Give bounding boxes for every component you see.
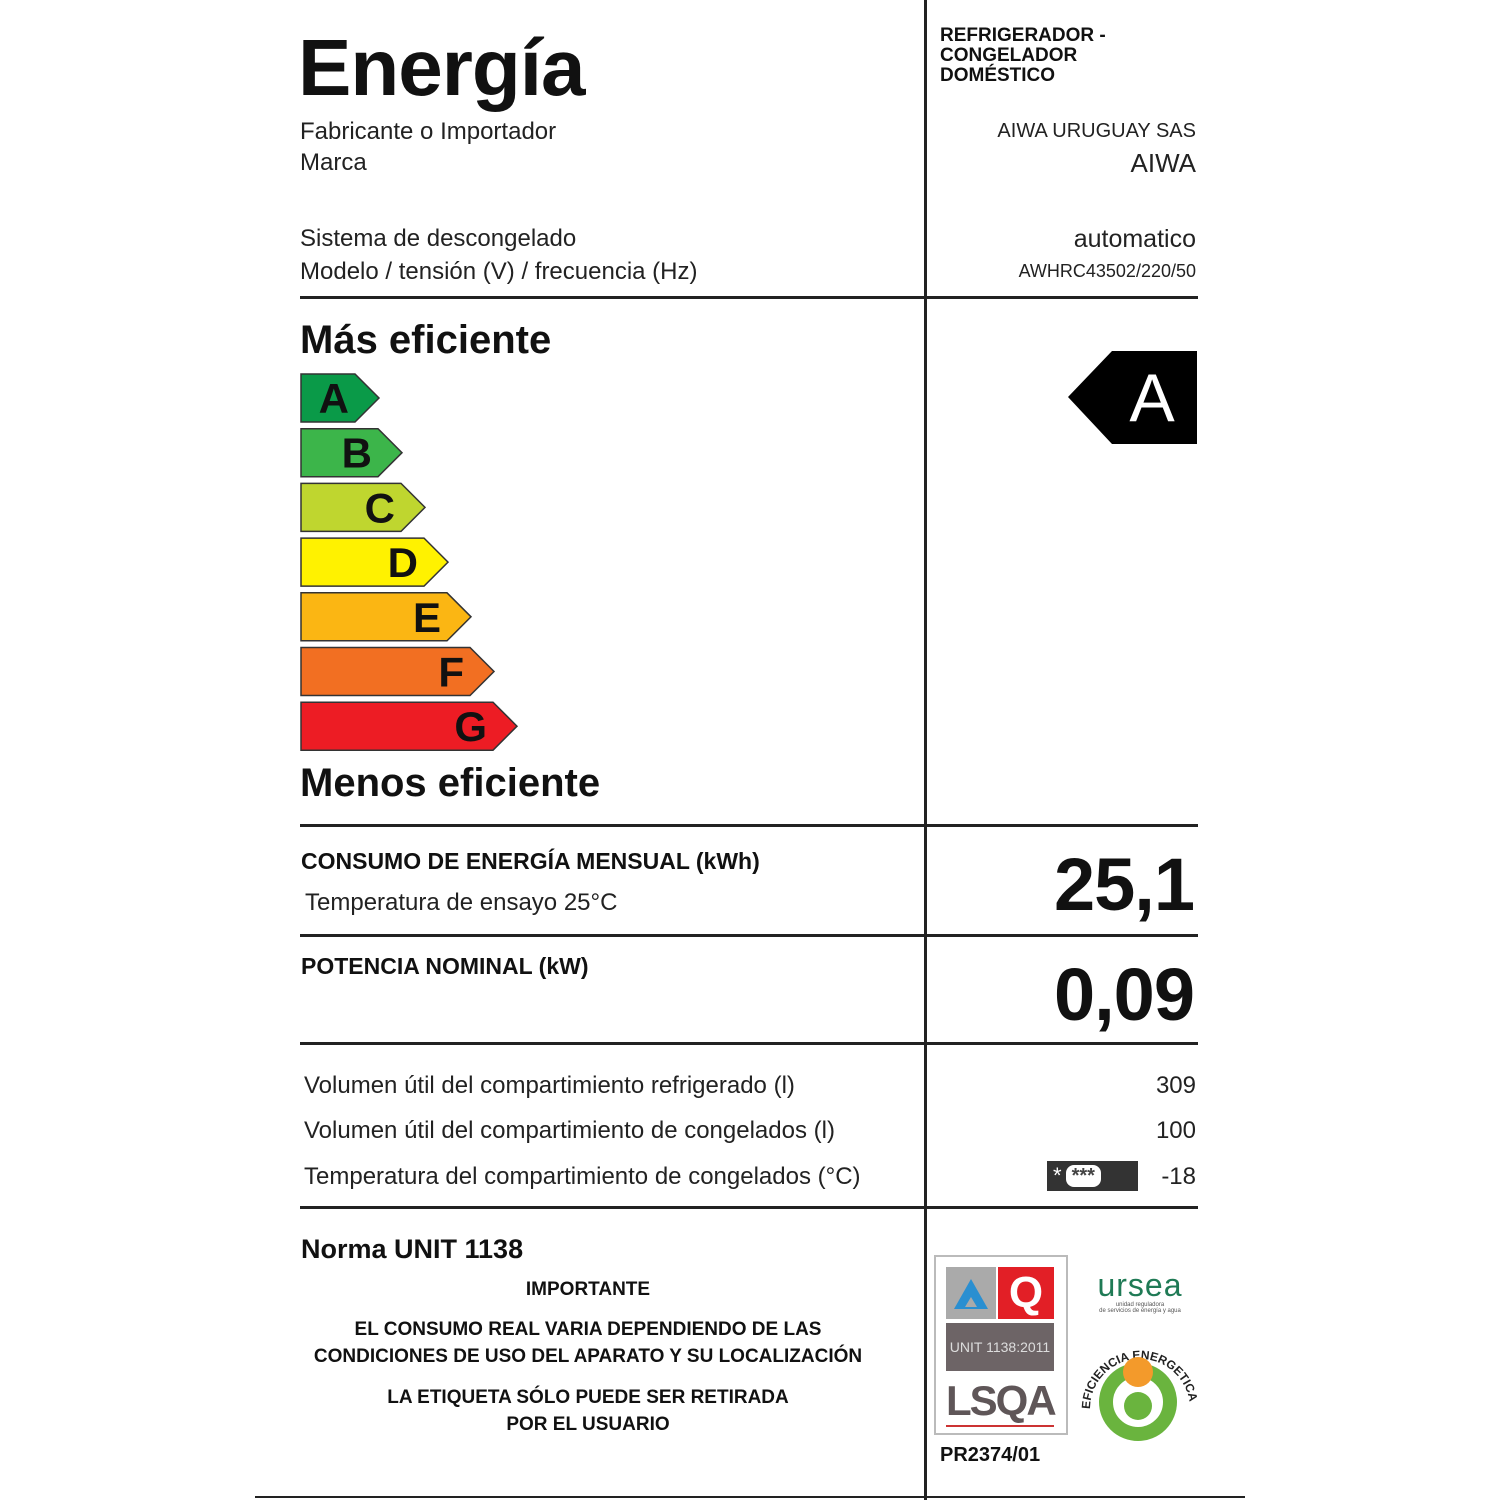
note-line: CONDICIONES DE USO DEL APARATO Y SU LOCA… <box>313 1346 863 1367</box>
cert-code: PR2374/01 <box>940 1444 1041 1466</box>
rating-bar-b <box>300 427 404 478</box>
manufacturer-value: AIWA URUGUAY SAS <box>997 120 1196 142</box>
consumption-value: 25,1 <box>1053 843 1195 926</box>
q-icon: Q <box>998 1267 1054 1319</box>
divider <box>300 1042 1198 1045</box>
column-divider <box>924 0 927 1500</box>
ursea-sub: de servicios de energía y agua <box>1099 1308 1181 1314</box>
appliance-type-line: REFRIGERADOR - <box>940 25 1106 46</box>
appliance-type-line: CONGELADOR <box>940 45 1078 66</box>
bottom-border <box>255 1496 1245 1498</box>
rating-letter: F <box>438 649 464 696</box>
page-title: Energía <box>298 23 585 112</box>
power-label: POTENCIA NOMINAL (kW) <box>301 953 589 979</box>
least-efficient-label: Menos eficiente <box>300 761 601 805</box>
ursea-logo: ursea unidad reguladora de servicios de … <box>1080 1268 1200 1314</box>
norm-label: Norma UNIT 1138 <box>301 1234 524 1264</box>
rating-letter: C <box>365 484 395 531</box>
note-line: EL CONSUMO REAL VARIA DEPENDIENDO DE LAS <box>354 1319 822 1340</box>
ursea-name: ursea <box>1097 1267 1183 1303</box>
rating-bar-d <box>300 537 450 587</box>
power-value: 0,09 <box>1053 953 1195 1036</box>
note-line: LA ETIQUETA SÓLO PUEDE SER RETIRADA <box>387 1387 789 1408</box>
brand-label: Marca <box>300 149 367 176</box>
cert-standard: UNIT 1138:2011 <box>946 1323 1054 1371</box>
volume-fridge-label: Volumen útil del compartimiento refriger… <box>304 1072 795 1099</box>
brand-value: AIWA <box>1130 148 1196 178</box>
divider <box>300 1206 1198 1209</box>
volume-freezer-value: 100 <box>1155 1117 1196 1144</box>
volume-freezer-label: Volumen útil del compartimiento de conge… <box>304 1117 835 1144</box>
divider <box>300 934 1198 937</box>
manufacturer-label: Fabricante o Importador <box>300 118 557 145</box>
eficiencia-energetica-logo: EFICIENCIA ENERGETICA <box>1079 1348 1200 1441</box>
note-removal: LA ETIQUETA SÓLO PUEDE SER RETIRADA POR … <box>280 1384 896 1438</box>
freezer-temp-label: Temperatura del compartimiento de congel… <box>304 1163 861 1190</box>
appliance-type-line: DOMÉSTICO <box>940 65 1056 86</box>
volume-fridge-value: 309 <box>1155 1072 1196 1099</box>
rating-bar-c <box>300 482 427 533</box>
model-label: Modelo / tensión (V) / frecuencia (Hz) <box>300 258 698 285</box>
divider <box>300 824 1198 827</box>
model-value: AWHRC43502/220/50 <box>1018 261 1196 281</box>
most-efficient-label: Más eficiente <box>300 318 552 362</box>
consumption-label: CONSUMO DE ENERGÍA MENSUAL (kWh) <box>301 848 760 874</box>
rating-bar-a <box>300 373 381 423</box>
stars-badge: *** <box>1065 1165 1101 1187</box>
rating-bar-g <box>300 701 519 751</box>
rating-letter: A <box>319 375 349 422</box>
freezer-stars-icon: * *** <box>1047 1161 1138 1191</box>
divider <box>300 296 1198 299</box>
cert-org: LSQA <box>946 1377 1057 1427</box>
rating-bar-e <box>300 592 473 642</box>
rating-letter: B <box>342 430 372 477</box>
rating-letter: G <box>454 703 487 750</box>
lsqa-certification-logo: Q UNIT 1138:2011 LSQA <box>934 1255 1068 1435</box>
appliance-type: REFRIGERADOR - CONGELADOR DOMÉSTICO <box>940 26 1106 86</box>
consumption-sub: Temperatura de ensayo 25°C <box>305 889 618 916</box>
defrost-value: automatico <box>1073 225 1196 253</box>
aq-triangle-icon <box>946 1267 996 1319</box>
important-label: IMPORTANTE <box>525 1279 651 1300</box>
rating-value: A <box>1129 360 1175 436</box>
defrost-label: Sistema de descongelado <box>300 225 577 252</box>
freezer-temp-value: -18 <box>1161 1163 1196 1190</box>
rating-bar-f <box>300 646 496 697</box>
note-consumption: EL CONSUMO REAL VARIA DEPENDIENDO DE LAS… <box>270 1316 906 1370</box>
rating-letter: E <box>413 594 441 641</box>
star-icon: * <box>1053 1163 1062 1188</box>
note-line: POR EL USUARIO <box>506 1414 670 1435</box>
ursea-sub: unidad reguladora <box>1115 1302 1165 1308</box>
rating-letter: D <box>388 539 418 586</box>
rating-indicator-arrow <box>1068 351 1197 444</box>
